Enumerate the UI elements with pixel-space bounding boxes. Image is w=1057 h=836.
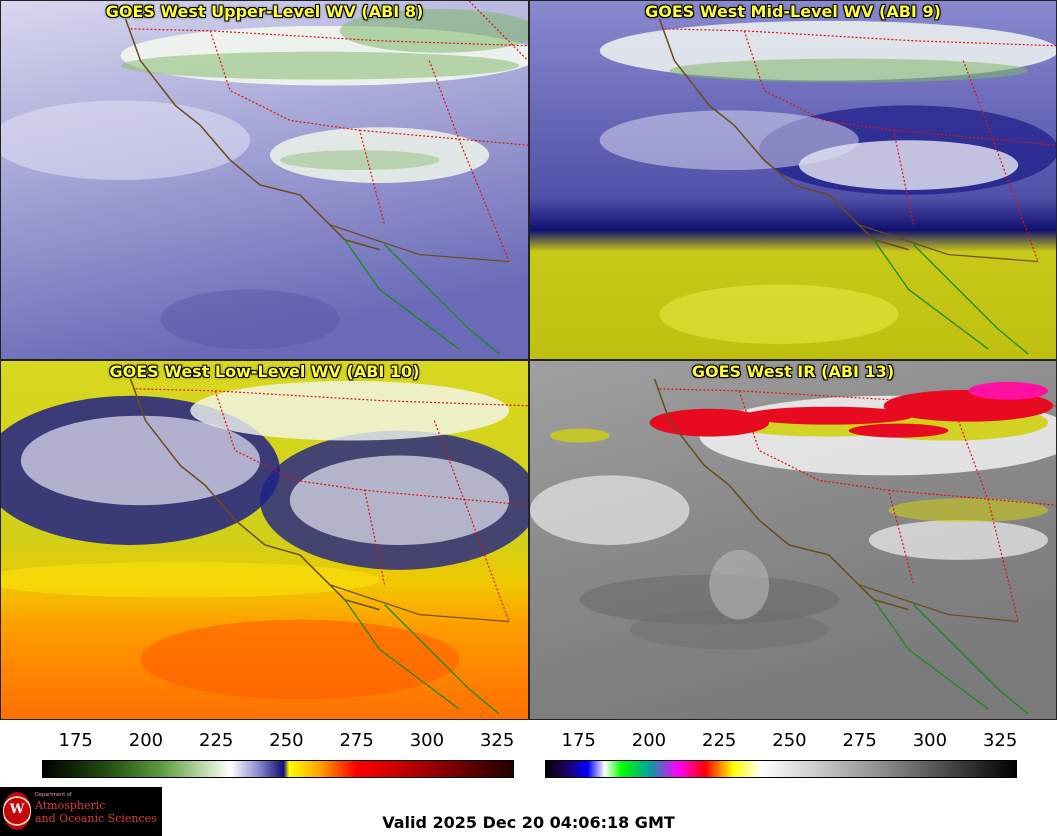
ir-tick-label: 225 xyxy=(702,730,737,751)
ir-colorbar xyxy=(545,760,1017,778)
wv-tick-label: 200 xyxy=(128,730,164,751)
mid-level-wv-image xyxy=(530,1,1056,359)
low-level-wv-image xyxy=(1,361,528,719)
wv-tick-label: 175 xyxy=(58,730,93,751)
wv-tick-label: 225 xyxy=(199,730,234,751)
ir-tick-label: 300 xyxy=(912,730,948,751)
image-grid: GOES West Upper-Level WV (ABI 8) xyxy=(0,0,1057,720)
panel-ir: GOES West IR (ABI 13) xyxy=(529,360,1057,720)
colorbar-area: 175 200 225 250 275 300 325 175 200 225 250 275 300… xyxy=(0,720,1057,836)
ir-tick-label: 275 xyxy=(842,730,877,751)
ir-colorbar-ticks: 175 200 225 250 275 300 325 xyxy=(545,730,1018,770)
wv-colorbar-ticks: 175 200 225 250 275 300 325 xyxy=(42,730,515,770)
panel-low-level-wv: GOES West Low-Level WV (ABI 10) xyxy=(0,360,529,720)
logo-dept-line: Department of xyxy=(35,792,72,798)
panel-title: GOES West Low-Level WV (ABI 10) xyxy=(109,362,420,381)
panel-title: GOES West Upper-Level WV (ABI 8) xyxy=(105,2,424,21)
wv-tick-label: 325 xyxy=(479,730,515,751)
logo-name-line2: and Oceanic Sciences xyxy=(35,812,157,825)
panel-mid-level-wv: GOES West Mid-Level WV (ABI 9) xyxy=(529,0,1057,360)
wv-tick-label: 275 xyxy=(339,730,374,751)
panel-upper-level-wv: GOES West Upper-Level WV (ABI 8) xyxy=(0,0,529,360)
wv-colorbar xyxy=(42,760,514,778)
ir-tick-label: 200 xyxy=(631,730,667,751)
upper-level-wv-image xyxy=(1,1,528,359)
ir-image xyxy=(530,361,1056,719)
ir-tick-label: 175 xyxy=(561,730,596,751)
panel-title: GOES West Mid-Level WV (ABI 9) xyxy=(645,2,941,21)
wv-tick-label: 300 xyxy=(409,730,445,751)
valid-time: Valid 2025 Dec 20 04:06:18 GMT xyxy=(382,813,675,832)
ir-tick-label: 250 xyxy=(772,730,807,751)
panel-title: GOES West IR (ABI 13) xyxy=(691,362,895,381)
ir-tick-label: 325 xyxy=(982,730,1018,751)
uw-seal-icon: W xyxy=(3,792,31,830)
aos-logo: W Department of Atmospheric and Oceanic … xyxy=(0,787,162,836)
logo-name-line1: Atmospheric xyxy=(35,799,106,812)
wv-tick-label: 250 xyxy=(269,730,304,751)
